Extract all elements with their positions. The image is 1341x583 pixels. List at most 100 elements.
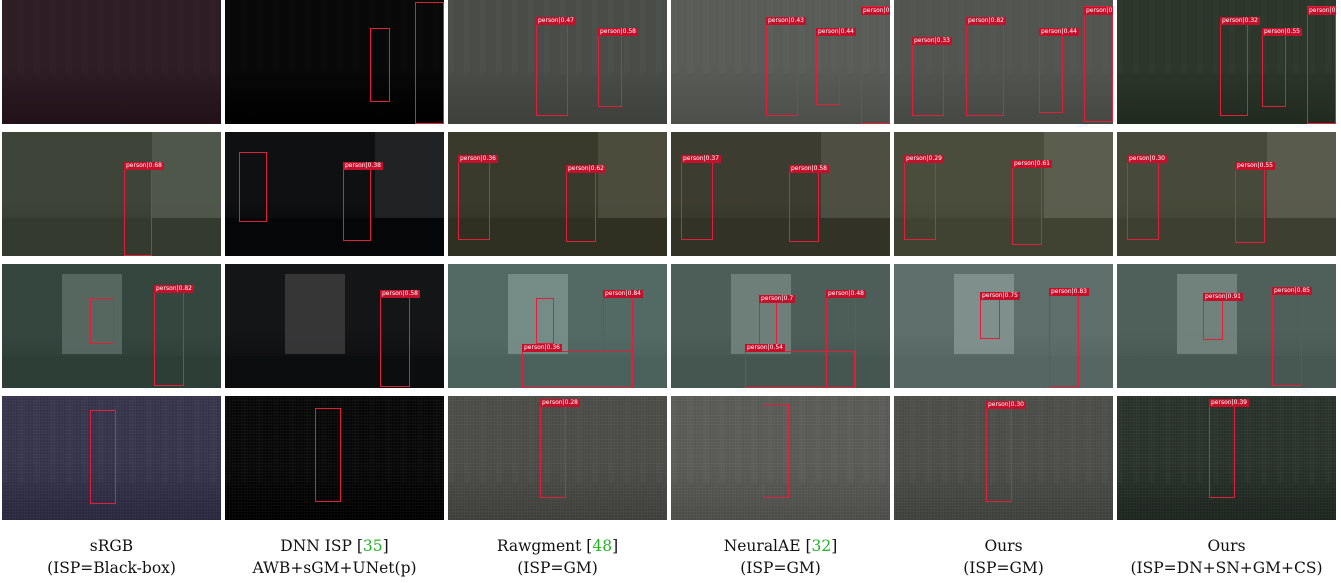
curtain-stripe xyxy=(1309,0,1315,75)
column-caption: NeuralAE [32] (ISP=GM) xyxy=(671,535,890,579)
curtain-stripe xyxy=(735,0,741,75)
curtain-stripe xyxy=(1277,396,1283,483)
curtain-stripe xyxy=(767,0,773,75)
curtain-stripe xyxy=(1022,396,1028,483)
curtain-stripe xyxy=(82,0,88,75)
detection-label: person|0.5 xyxy=(1084,7,1113,15)
detection-label: person|0.91 xyxy=(1203,293,1243,301)
curtain-stripe xyxy=(1117,0,1123,75)
citation-ref[interactable]: 35 xyxy=(362,537,383,555)
curtain-stripe xyxy=(831,0,837,75)
floor xyxy=(225,356,444,388)
curtain-stripe xyxy=(146,396,152,483)
curtain-stripe xyxy=(1261,396,1267,483)
detection-box: person|0.61 xyxy=(1012,160,1052,245)
curtain-stripe xyxy=(464,396,470,483)
curtain-stripe xyxy=(815,0,821,75)
curtain-stripe xyxy=(130,396,136,483)
noise-texture xyxy=(225,396,444,520)
noise-texture xyxy=(448,396,667,520)
detection-box: person|0.54 xyxy=(745,344,855,388)
detection-label: person|0.82 xyxy=(966,17,1006,25)
curtain-stripe xyxy=(369,396,375,483)
curtain-stripe xyxy=(178,0,184,75)
detection-label: person|0.30 xyxy=(1127,155,1167,163)
detection-label: person|0.5 xyxy=(1307,7,1336,15)
detection-label: person|0.58 xyxy=(380,290,420,298)
curtain-stripe xyxy=(1054,0,1060,75)
caption-title: Rawgment [48] xyxy=(496,537,619,555)
image-panel xyxy=(671,396,890,520)
noise-texture xyxy=(671,396,890,520)
detection-label: person|0.3 xyxy=(861,7,890,15)
detection-box: person|0.29 xyxy=(904,155,944,240)
scene-image xyxy=(2,0,221,124)
scene-image xyxy=(448,396,667,520)
detection-label: person|0.75 xyxy=(980,292,1020,300)
curtain-stripe xyxy=(66,0,72,75)
curtain-stripe xyxy=(783,0,789,75)
curtain-stripe xyxy=(544,0,550,75)
citation-ref[interactable]: 48 xyxy=(592,537,613,555)
image-panel xyxy=(2,0,221,124)
detection-label: person|0.61 xyxy=(1012,160,1052,168)
figure-row: person|0.47 person|0.58 person|0.43 person|… xyxy=(2,0,1339,124)
detection-box: person|0.83 xyxy=(1049,288,1089,387)
curtain-stripe xyxy=(1197,0,1203,75)
curtain-stripe xyxy=(799,0,805,75)
detection-box: person|0.7 xyxy=(759,295,796,348)
curtain-stripe xyxy=(401,396,407,483)
detection-box: person|0.75 xyxy=(980,292,1020,339)
curtain-stripe xyxy=(576,396,582,483)
curtain-stripe xyxy=(703,0,709,75)
curtain-stripe xyxy=(130,0,136,75)
curtain-stripe xyxy=(194,396,200,483)
curtain-stripe xyxy=(847,396,853,483)
curtain-stripe xyxy=(1229,0,1235,75)
curtain-stripe xyxy=(1229,396,1235,483)
curtain-stripe xyxy=(879,0,885,75)
floor xyxy=(448,218,667,256)
detection-box: person|0.58 xyxy=(598,28,638,107)
curtain-stripe xyxy=(1325,396,1331,483)
detection-box: person|0.47 xyxy=(536,17,576,116)
image-panel: person|0.91 person|0.85 xyxy=(1117,264,1336,388)
curtain-stripe xyxy=(385,396,391,483)
curtain-stripe xyxy=(146,0,152,75)
floor xyxy=(894,218,1113,256)
detection-box xyxy=(90,410,116,504)
citation-ref[interactable]: 32 xyxy=(811,537,832,555)
detection-label: person|0.48 xyxy=(826,290,866,298)
detection-box: person|0.38 xyxy=(343,162,383,241)
curtain-stripe xyxy=(337,0,343,75)
curtain-stripe xyxy=(401,0,407,75)
curtain-stripe xyxy=(289,396,295,483)
column-caption: Rawgment [48] (ISP=GM) xyxy=(448,535,667,579)
curtain-stripe xyxy=(1102,396,1108,483)
curtain-stripe xyxy=(225,0,231,75)
curtain-stripe xyxy=(1181,0,1187,75)
detection-label: person|0.43 xyxy=(766,17,806,25)
curtain-stripe xyxy=(1006,0,1012,75)
figure-captions: sRGB (ISP=Black-box) DNN ISP [35] AWB+sGM+U… xyxy=(2,535,1339,583)
floor xyxy=(448,356,667,388)
curtain-stripe xyxy=(1309,396,1315,483)
image-panel: person|0.29 person|0.61 xyxy=(894,132,1113,256)
detection-label: person|0.38 xyxy=(343,162,383,170)
curtain-stripe xyxy=(18,396,24,483)
curtain-stripe xyxy=(592,396,598,483)
scene-image xyxy=(671,396,890,520)
curtain-stripe xyxy=(273,396,279,483)
curtain-stripe xyxy=(1133,0,1139,75)
caption-subtitle: (ISP=GM) xyxy=(740,559,821,577)
column-caption: Ours (ISP=GM) xyxy=(894,535,1113,579)
detection-box: person|0.44 xyxy=(816,28,856,105)
curtain-stripe xyxy=(894,0,900,75)
curtain-stripe xyxy=(1181,396,1187,483)
curtain-stripe xyxy=(2,0,8,75)
curtain-stripe xyxy=(289,0,295,75)
image-panel: person|0.37 person|0.58 xyxy=(671,132,890,256)
floor xyxy=(1117,218,1336,256)
curtain-stripe xyxy=(353,396,359,483)
detection-box xyxy=(415,2,444,124)
